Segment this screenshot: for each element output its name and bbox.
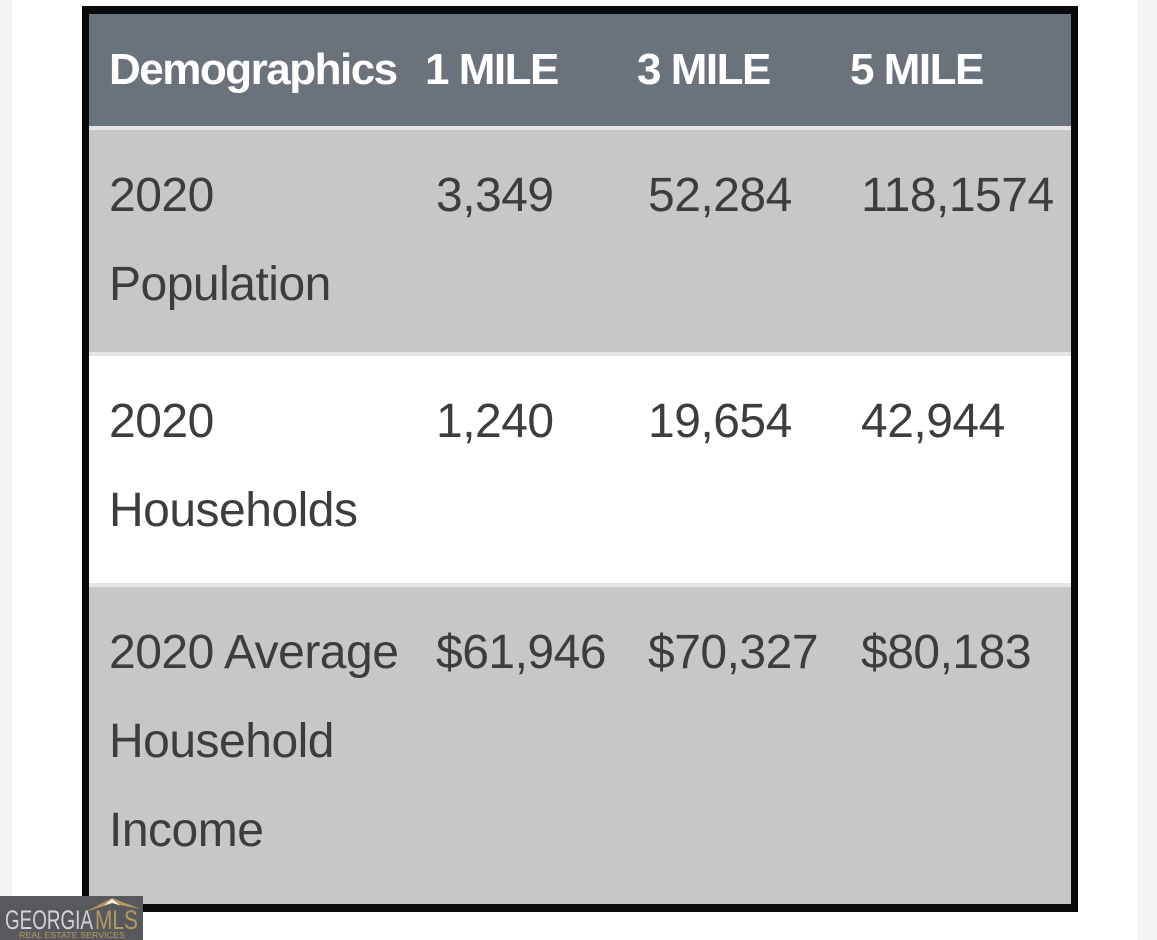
table-header-row: Demographics 1 MILE 3 MILE 5 MILE (89, 14, 1071, 126)
header-demographics: Demographics (109, 45, 398, 94)
georgia-mls-logo: GEORGIA MLS REAL ESTATE SERVICES (0, 896, 143, 940)
row-label-households: 2020 Households (109, 395, 358, 537)
table-row: 2020 Households 1,240 19,654 42,944 (89, 352, 1071, 583)
income-1-mile-value: $61,946 (436, 626, 607, 679)
demographics-table: Demographics 1 MILE 3 MILE 5 MILE 2020 P… (82, 6, 1078, 912)
income-3-mile-value: $70,327 (648, 626, 819, 679)
header-1-mile: 1 MILE (425, 45, 559, 94)
households-1-mile-value: 1,240 (436, 395, 554, 448)
logo-wordmark-georgia: GEORGIA (5, 905, 93, 935)
page-left-gutter (0, 0, 12, 940)
row-label-avg-income: 2020 Average Household Income (109, 626, 399, 857)
population-5-mile-value: 118,1574 (861, 169, 1054, 222)
table-row: 2020 Population 3,349 52,284 118,1574 (89, 126, 1071, 352)
header-3-mile: 3 MILE (637, 45, 771, 94)
row-label-population: 2020 Population (109, 169, 331, 311)
georgia-mls-logo-graphic: GEORGIA MLS REAL ESTATE SERVICES (5, 898, 141, 940)
households-3-mile-value: 19,654 (648, 395, 792, 448)
header-5-mile: 5 MILE (850, 45, 984, 94)
logo-wordmark-mls: MLS (95, 905, 138, 935)
table-row: 2020 Average Household Income $61,946 $7… (89, 583, 1071, 904)
logo-tagline: REAL ESTATE SERVICES (19, 931, 125, 940)
logo-roof-peak-icon (104, 899, 120, 906)
income-5-mile-value: $80,183 (861, 626, 1032, 679)
page-right-gutter (1138, 0, 1157, 940)
population-1-mile-value: 3,349 (436, 169, 554, 222)
households-5-mile-value: 42,944 (861, 395, 1005, 448)
population-3-mile-value: 52,284 (648, 169, 792, 222)
